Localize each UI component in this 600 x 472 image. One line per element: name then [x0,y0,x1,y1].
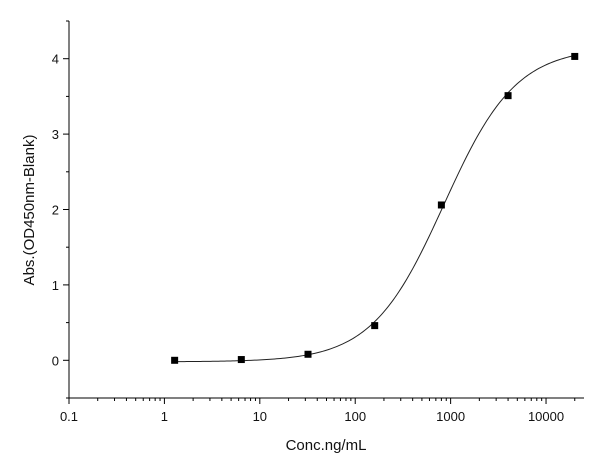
data-point [571,52,579,60]
x-tick-label: 0.1 [60,409,78,424]
data-point [237,356,245,364]
data-points [171,52,579,364]
x-tick-label: 1 [161,409,168,424]
x-tick-label: 1000 [436,409,465,424]
data-point [504,92,512,100]
data-point [171,356,179,364]
data-point [437,201,445,209]
y-axis-title: Abs.(OD450nm-Blank) [21,135,38,286]
x-tick-label: 10 [253,409,267,424]
y-ticks: 0 1 2 3 4 [52,20,69,399]
y-tick-label: 1 [52,278,59,293]
fit-curve [174,55,575,363]
data-point [371,322,379,330]
x-axis-title: Conc.ng/mL [286,437,367,454]
y-tick-label: 0 [52,353,59,368]
x-tick-label: 10000 [528,409,564,424]
y-tick-label: 4 [52,52,59,67]
x-ticks: 0.1 1 10 100 1000 10000 [60,398,576,424]
y-tick-label: 2 [52,203,59,218]
x-tick-label: 100 [344,409,366,424]
y-tick-label: 3 [52,127,59,142]
data-point [304,350,312,358]
plot-frame [68,21,584,399]
